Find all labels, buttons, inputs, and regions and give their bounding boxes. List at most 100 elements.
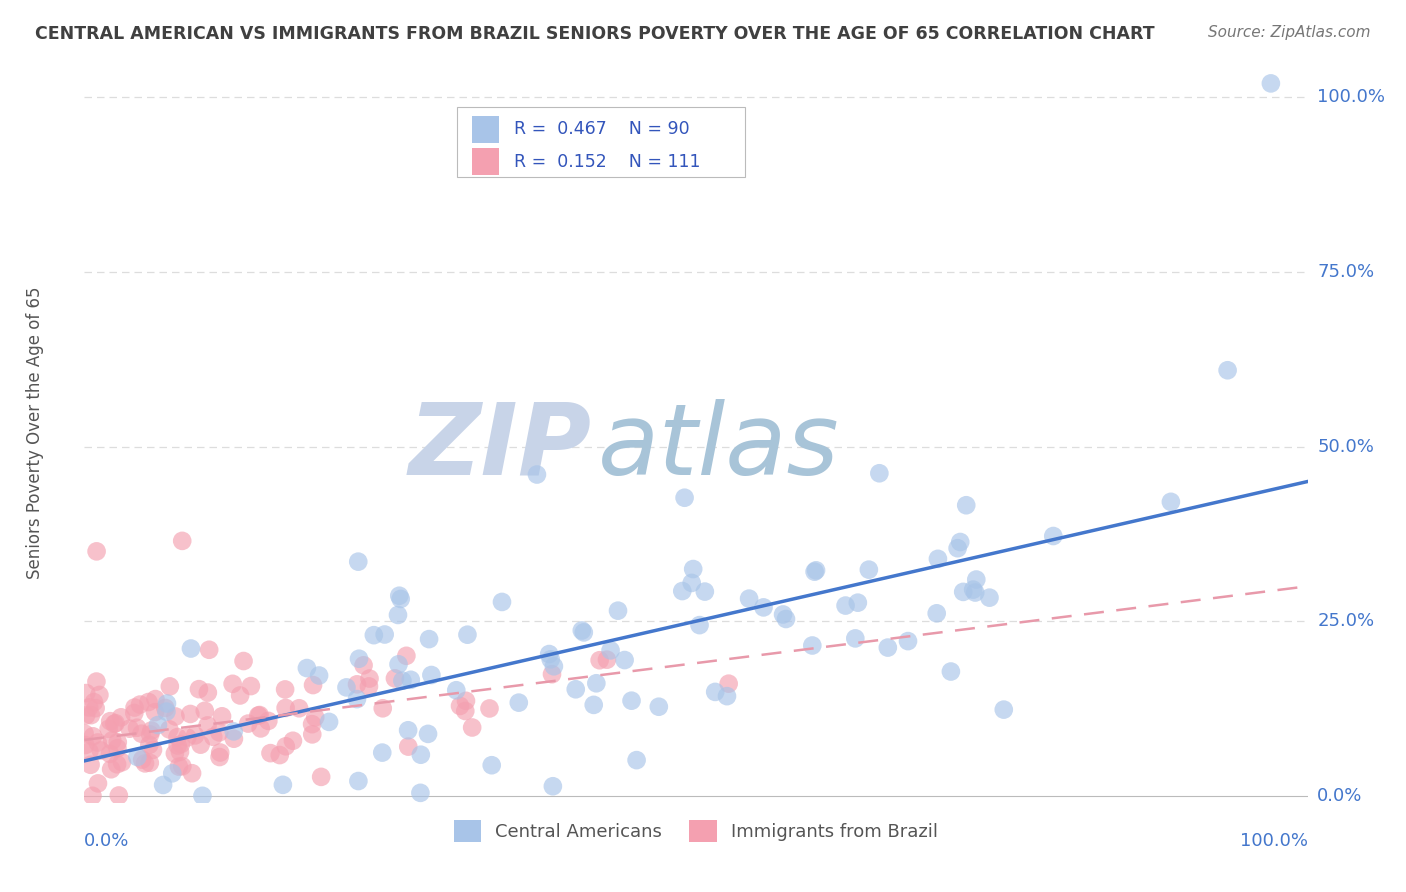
- Text: atlas: atlas: [598, 399, 839, 496]
- Point: [198, 642, 221, 657]
- Point: [167, 759, 190, 773]
- Point: [172, 533, 194, 548]
- Point: [155, 701, 177, 715]
- Point: [89, 688, 111, 702]
- Point: [111, 756, 134, 770]
- Point: [1160, 495, 1182, 509]
- Point: [571, 624, 593, 638]
- Point: [868, 467, 890, 481]
- Point: [208, 750, 231, 764]
- Point: [371, 701, 394, 715]
- Point: [420, 668, 443, 682]
- Point: [346, 677, 368, 691]
- Point: [222, 731, 245, 746]
- Point: [73, 726, 96, 740]
- Point: [876, 640, 898, 655]
- Text: 50.0%: 50.0%: [1317, 438, 1374, 456]
- Point: [271, 778, 294, 792]
- Text: R =  0.152    N = 111: R = 0.152 N = 111: [513, 153, 700, 170]
- Point: [395, 648, 418, 663]
- Point: [104, 716, 127, 731]
- Point: [461, 721, 484, 735]
- Point: [101, 733, 124, 747]
- Point: [75, 686, 97, 700]
- FancyBboxPatch shape: [472, 116, 499, 143]
- Point: [418, 632, 440, 646]
- Point: [1042, 529, 1064, 543]
- Point: [202, 730, 225, 744]
- Point: [170, 737, 193, 751]
- Point: [693, 584, 716, 599]
- Point: [87, 776, 110, 790]
- Point: [949, 535, 972, 549]
- Point: [689, 618, 711, 632]
- Point: [572, 625, 595, 640]
- Point: [538, 647, 561, 661]
- Point: [858, 563, 880, 577]
- Text: 100.0%: 100.0%: [1240, 832, 1308, 850]
- Point: [143, 705, 166, 719]
- Point: [162, 766, 184, 780]
- Point: [83, 695, 105, 709]
- Point: [391, 673, 413, 688]
- Point: [1260, 76, 1282, 90]
- Point: [399, 673, 422, 687]
- Text: 75.0%: 75.0%: [1317, 263, 1375, 281]
- Point: [179, 706, 201, 721]
- Point: [269, 747, 291, 762]
- Point: [844, 632, 866, 646]
- Point: [139, 756, 162, 770]
- Point: [197, 685, 219, 699]
- Point: [1216, 363, 1239, 377]
- Text: CENTRAL AMERICAN VS IMMIGRANTS FROM BRAZIL SENIORS POVERTY OVER THE AGE OF 65 CO: CENTRAL AMERICAN VS IMMIGRANTS FROM BRAZ…: [35, 25, 1154, 43]
- Point: [599, 643, 621, 657]
- Point: [211, 709, 233, 723]
- Point: [163, 747, 186, 761]
- Text: R =  0.467    N = 90: R = 0.467 N = 90: [513, 120, 689, 138]
- Text: 25.0%: 25.0%: [1317, 612, 1375, 631]
- Point: [846, 596, 869, 610]
- Point: [249, 708, 271, 723]
- Point: [172, 759, 194, 773]
- Point: [387, 657, 409, 672]
- Point: [156, 697, 179, 711]
- Point: [191, 789, 214, 803]
- Point: [103, 716, 125, 731]
- Point: [208, 725, 231, 739]
- Point: [673, 491, 696, 505]
- Point: [541, 779, 564, 793]
- Point: [648, 699, 671, 714]
- Point: [134, 756, 156, 771]
- Point: [181, 766, 204, 780]
- Point: [409, 786, 432, 800]
- Point: [139, 727, 162, 741]
- Point: [387, 607, 409, 622]
- Point: [416, 727, 439, 741]
- Point: [371, 746, 394, 760]
- Point: [157, 723, 180, 737]
- Point: [620, 694, 643, 708]
- Text: Seniors Poverty Over the Age of 65: Seniors Poverty Over the Age of 65: [27, 286, 45, 579]
- Point: [588, 653, 610, 667]
- Point: [127, 750, 149, 764]
- Point: [239, 679, 262, 693]
- Text: 0.0%: 0.0%: [84, 832, 129, 850]
- Point: [274, 682, 297, 697]
- Point: [131, 753, 153, 767]
- Point: [335, 681, 357, 695]
- Point: [801, 639, 824, 653]
- Point: [155, 705, 177, 719]
- Point: [543, 659, 565, 673]
- Point: [90, 743, 112, 757]
- Point: [456, 628, 478, 642]
- Point: [301, 727, 323, 741]
- Point: [613, 653, 636, 667]
- Point: [308, 668, 330, 682]
- Point: [229, 689, 252, 703]
- Point: [80, 708, 103, 723]
- Point: [221, 677, 243, 691]
- Point: [301, 717, 323, 731]
- Point: [389, 591, 412, 606]
- Point: [681, 575, 703, 590]
- Point: [965, 573, 987, 587]
